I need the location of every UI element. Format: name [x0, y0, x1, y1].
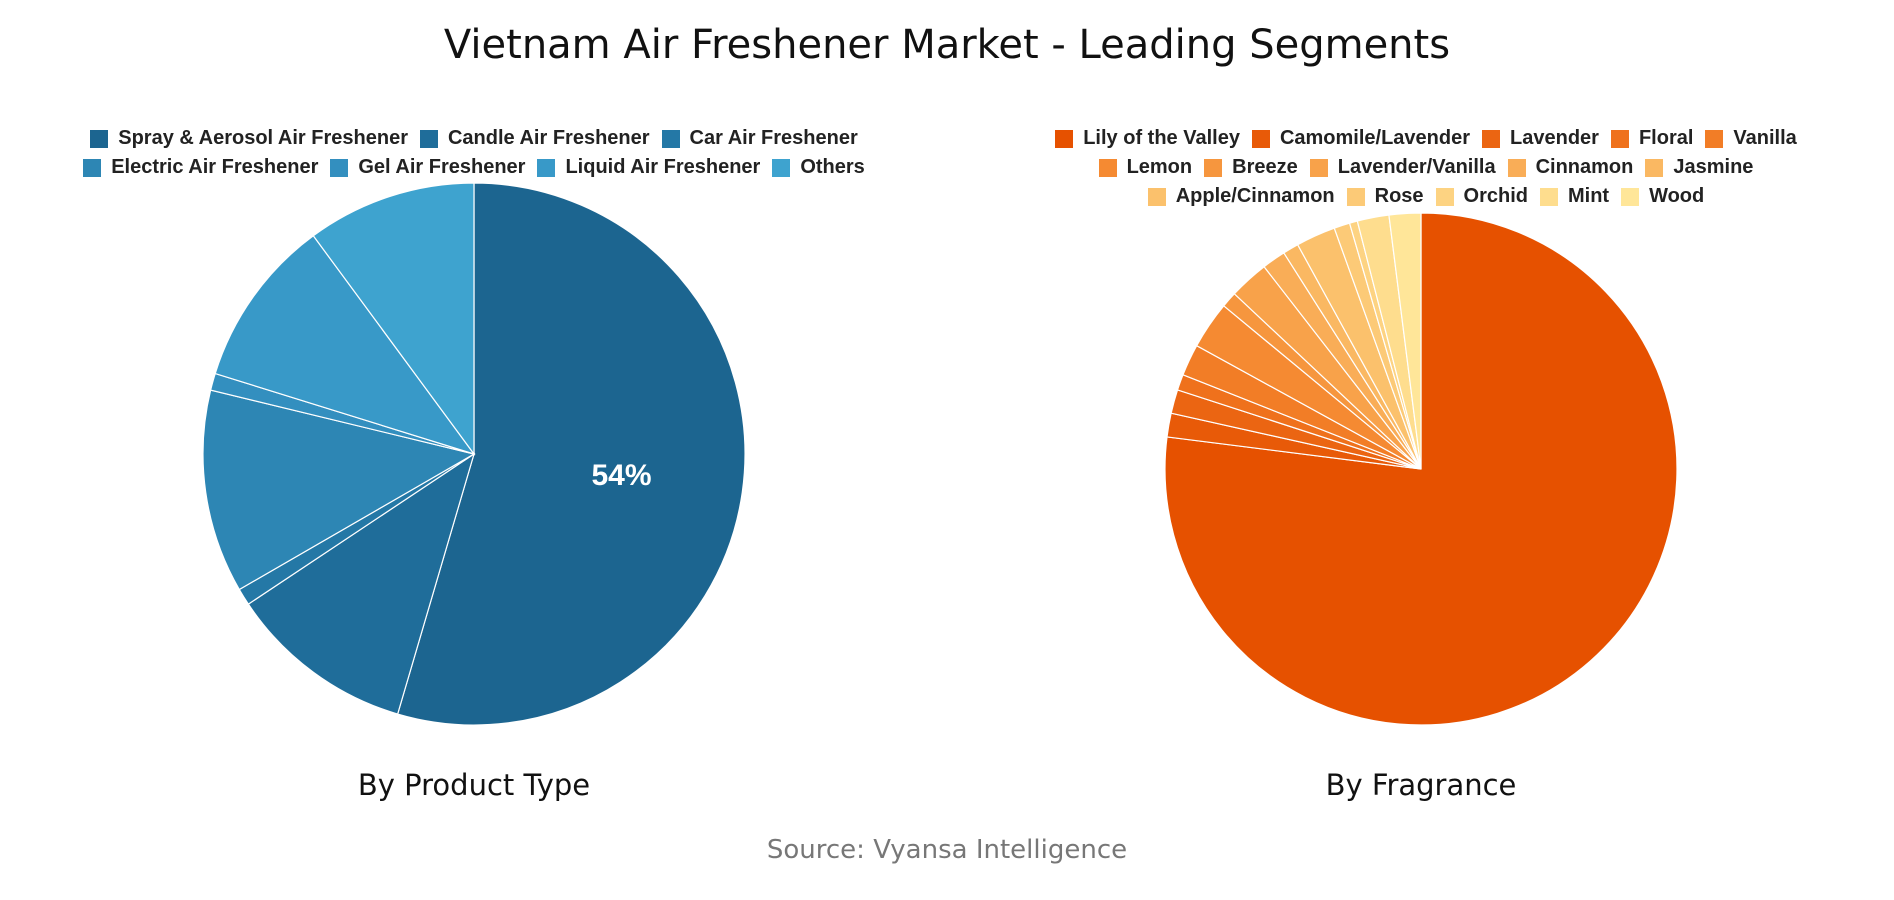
legend-label: Lily of the Valley	[1083, 127, 1240, 149]
legend-swatch	[1621, 187, 1640, 206]
legend-item: Gel Air Freshener	[330, 156, 525, 179]
legend-label: Lavender	[1510, 127, 1599, 149]
legend-swatch	[1251, 129, 1270, 148]
legend-label: Lemon	[1126, 156, 1193, 178]
legend-item: Lemon	[1098, 156, 1193, 179]
legend-label: Car Air Freshener	[689, 127, 858, 149]
legend-label: Jasmine	[1673, 156, 1754, 178]
legend-item: Vanilla	[1705, 127, 1797, 150]
legend-label: Floral	[1638, 127, 1694, 149]
legend-swatch	[419, 129, 438, 148]
legend-label: Camomile/Lavender	[1279, 127, 1471, 149]
legend-product-type: Spray & Aerosol Air Freshener Candle Air …	[0, 124, 948, 182]
legend-item: Candle Air Freshener	[419, 127, 650, 150]
legend-item: Others	[772, 156, 865, 179]
legend-item: Spray & Aerosol Air Freshener	[90, 127, 408, 150]
legend-item: Rose	[1346, 185, 1424, 208]
legend-swatch	[1055, 129, 1074, 148]
legend-label: Candle Air Freshener	[447, 127, 650, 149]
legend-fragrance: Lily of the Valley Camomile/Lavender Laven…	[995, 124, 1857, 211]
legend-swatch	[1482, 129, 1501, 148]
legend-label: Gel Air Freshener	[358, 156, 526, 178]
legend-swatch	[1309, 158, 1328, 177]
legend-swatch	[1705, 129, 1724, 148]
pie-slice-wood	[1388, 212, 1422, 470]
legend-swatch	[1204, 158, 1223, 177]
legend-label: Wood	[1649, 185, 1705, 207]
legend-label: Lavender/Vanilla	[1337, 156, 1496, 178]
pie-slice-liquid-air-freshener	[214, 234, 476, 456]
legend-label: Others	[800, 156, 865, 178]
chart-title: Vietnam Air Freshener Market - Leading S…	[443, 22, 1451, 68]
legend-label: Electric Air Freshener	[111, 156, 319, 178]
legend-swatch	[90, 129, 109, 148]
data-label: 54%	[592, 459, 652, 492]
legend-swatch	[1507, 158, 1526, 177]
legend-item: Liquid Air Freshener	[537, 156, 760, 179]
legend-swatch	[661, 129, 680, 148]
legend-label: Cinnamon	[1535, 156, 1634, 178]
legend-label: Breeze	[1232, 156, 1298, 178]
legend-item: Lily of the Valley	[1055, 127, 1240, 150]
legend-item: Apple/Cinnamon	[1147, 185, 1335, 208]
legend-item: Wood	[1621, 185, 1704, 208]
legend-swatch	[330, 158, 349, 177]
legend-swatch	[1098, 158, 1117, 177]
legend-item: Jasmine	[1645, 156, 1753, 179]
legend-swatch	[1610, 129, 1629, 148]
legend-item: Breeze	[1204, 156, 1298, 179]
legend-item: Floral	[1610, 127, 1694, 150]
pie-slice-electric-air-freshener	[202, 389, 476, 591]
legend-swatch	[1539, 187, 1558, 206]
legend-swatch	[1346, 187, 1365, 206]
legend-item: Lavender/Vanilla	[1309, 156, 1496, 179]
legend-swatch	[1435, 187, 1454, 206]
legend-label: Apple/Cinnamon	[1175, 185, 1335, 207]
legend-item: Camomile/Lavender	[1251, 127, 1471, 150]
subtitle-fragrance: By Fragrance	[1325, 768, 1517, 802]
legend-swatch	[1645, 158, 1664, 177]
legend-item: Cinnamon	[1507, 156, 1634, 179]
pie-slice-candle-air-freshener	[247, 452, 476, 715]
legend-item: Electric Air Freshener	[83, 156, 318, 179]
legend-label: Rose	[1374, 185, 1424, 207]
source-note: Source: Vyansa Intelligence	[766, 835, 1128, 865]
legend-label: Mint	[1567, 185, 1610, 207]
legend-label: Orchid	[1463, 185, 1528, 207]
legend-item: Car Air Freshener	[661, 127, 858, 150]
legend-swatch	[83, 158, 102, 177]
legend-swatch	[537, 158, 556, 177]
pie-slice-others	[312, 182, 475, 456]
legend-label: Spray & Aerosol Air Freshener	[118, 127, 408, 149]
pie-slice-spray-aerosol-air-freshener	[396, 182, 746, 726]
subtitle-product-type: By Product Type	[357, 768, 591, 802]
legend-item: Lavender	[1482, 127, 1599, 150]
legend-swatch	[1147, 187, 1166, 206]
legend-label: Liquid Air Freshener	[565, 156, 761, 178]
legend-item: Orchid	[1435, 185, 1528, 208]
legend-item: Mint	[1539, 185, 1610, 208]
legend-swatch	[772, 158, 791, 177]
legend-label: Vanilla	[1733, 127, 1797, 149]
